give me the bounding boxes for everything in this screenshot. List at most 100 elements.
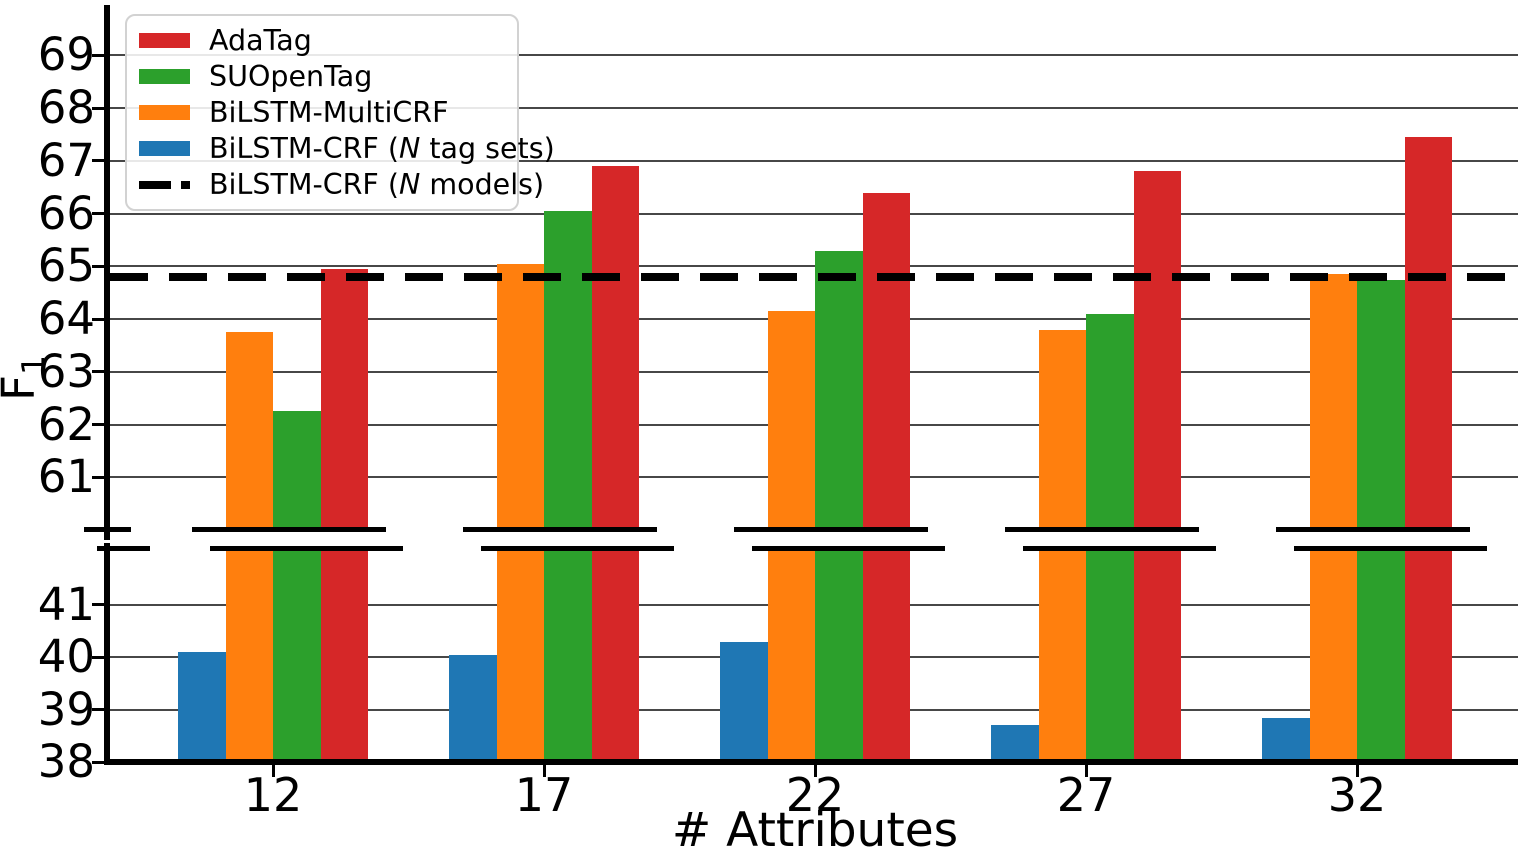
- axis-break-upper-27: [1005, 527, 1199, 532]
- y-tick-40: [92, 655, 107, 659]
- gridline-67: [110, 159, 1518, 162]
- bar-bottom-bilstm-crf-n-tag-sets--32: [1262, 717, 1310, 762]
- bar-top-bilstm-multicrf-22: [767, 311, 815, 530]
- legend-label-bilstm-multicrf: BiLSTM-MultiCRF: [209, 96, 449, 129]
- axis-break-lower-spine: [97, 546, 150, 551]
- bar-bottom-suopentag-27: [1086, 549, 1134, 762]
- bar-bottom-adatag-32: [1404, 549, 1452, 762]
- x-tick-label-17: 17: [514, 768, 574, 822]
- x-tick-label-12: 12: [243, 768, 303, 822]
- bar-top-adatag-17: [591, 166, 639, 530]
- bar-top-bilstm-multicrf-12: [225, 332, 273, 530]
- bar-bottom-bilstm-crf-n-tag-sets--22: [720, 641, 768, 762]
- bar-bottom-suopentag-32: [1357, 549, 1405, 762]
- legend-label-bilstm-crf-tagsets: BiLSTM-CRF (: [209, 132, 399, 166]
- y-tick-68: [92, 106, 107, 110]
- y-axis-spine-bottom: [104, 543, 110, 765]
- axis-break-upper-32: [1276, 527, 1470, 532]
- x-axis-label: # Attributes: [671, 803, 959, 854]
- x-tick-label-27: 27: [1056, 768, 1116, 822]
- gridline-66: [110, 212, 1518, 215]
- bar-top-suopentag-27: [1086, 313, 1134, 530]
- x-tick-label-32: 32: [1327, 768, 1387, 822]
- bilstm-crf-models-dash-swatch: [139, 180, 190, 189]
- bar-bottom-bilstm-multicrf-22: [767, 549, 815, 762]
- gridline-65: [110, 265, 1518, 268]
- bar-top-suopentag-22: [815, 250, 863, 530]
- bar-bottom-bilstm-crf-n-tag-sets--17: [449, 654, 497, 762]
- bar-bottom-adatag-12: [320, 549, 368, 762]
- y-tick-38: [92, 760, 107, 764]
- axis-break-upper-22: [734, 527, 928, 532]
- y-tick-label-68: 68: [37, 81, 95, 135]
- x-tick-17: [542, 765, 546, 777]
- bar-bottom-adatag-27: [1133, 549, 1181, 762]
- x-tick-12: [271, 765, 275, 777]
- y-tick-label-39: 39: [37, 682, 95, 736]
- axis-break-upper-12: [192, 527, 386, 532]
- y-tick-67: [92, 159, 107, 163]
- legend-item-bilstm-crf-models: BiLSTM-CRF (N models): [139, 167, 544, 203]
- bar-bottom-suopentag-22: [815, 549, 863, 762]
- x-tick-32: [1355, 765, 1359, 777]
- y-tick-label-61: 61: [37, 450, 95, 504]
- gridline-69: [110, 54, 1518, 57]
- legend-label-adatag: AdaTag: [209, 23, 312, 57]
- y-tick-label-41: 41: [37, 577, 95, 631]
- bar-bottom-bilstm-multicrf-32: [1309, 549, 1357, 762]
- x-tick-label-22: 22: [785, 768, 845, 822]
- y-tick-66: [92, 212, 107, 216]
- legend-item-adatag: AdaTag: [139, 22, 517, 58]
- axis-break-lower-22: [752, 546, 945, 551]
- x-tick-27: [1084, 765, 1088, 777]
- adatag-color-swatch: [139, 32, 190, 48]
- bar-top-bilstm-multicrf-27: [1038, 329, 1086, 530]
- axis-break-lower-27: [1023, 546, 1216, 551]
- bar-top-bilstm-multicrf-32: [1309, 274, 1357, 530]
- bar-top-adatag-12: [320, 269, 368, 530]
- bar-bottom-bilstm-crf-n-tag-sets--27: [991, 725, 1039, 762]
- legend-item-suopentag: SUOpenTag: [139, 58, 517, 94]
- y-tick-61: [92, 475, 107, 479]
- bilstm-multicrf-color-swatch: [139, 105, 190, 120]
- y-tick-41: [92, 603, 107, 607]
- legend-item-bilstm-multicrf: BiLSTM-MultiCRF: [139, 94, 517, 130]
- y-axis-spine-top: [104, 5, 110, 540]
- bar-bottom-adatag-22: [862, 549, 910, 762]
- bar-top-suopentag-17: [544, 211, 592, 530]
- y-tick-label-67: 67: [37, 133, 95, 187]
- y-tick-65: [92, 264, 107, 268]
- bar-top-bilstm-multicrf-17: [496, 263, 544, 530]
- bar-top-suopentag-32: [1357, 279, 1405, 530]
- y-tick-64: [92, 317, 107, 321]
- y-tick-69: [92, 53, 107, 57]
- y-tick-label-40: 40: [37, 630, 95, 684]
- legend-label-bilstm-crf-models: BiLSTM-CRF (: [209, 168, 399, 202]
- axis-break-upper-17: [463, 527, 657, 532]
- bar-top-adatag-32: [1404, 137, 1452, 530]
- bar-bottom-suopentag-17: [544, 549, 592, 762]
- bar-bottom-bilstm-crf-n-tag-sets--12: [178, 652, 226, 762]
- bar-bottom-suopentag-12: [273, 549, 321, 762]
- y-tick-label-64: 64: [37, 292, 95, 346]
- y-tick-39: [92, 708, 107, 712]
- bar-bottom-bilstm-multicrf-17: [496, 549, 544, 762]
- bar-top-adatag-27: [1133, 171, 1181, 530]
- y-tick-label-66: 66: [37, 186, 95, 240]
- bar-bottom-adatag-17: [591, 549, 639, 762]
- y-tick-63: [92, 370, 107, 374]
- bar-top-adatag-22: [862, 192, 910, 530]
- bar-top-suopentag-12: [273, 411, 321, 530]
- suopentag-color-swatch: [139, 68, 190, 84]
- y-tick-label-69: 69: [37, 28, 95, 82]
- axis-break-lower-17: [481, 546, 674, 551]
- y-tick-label-63: 63: [37, 344, 95, 398]
- bar-bottom-bilstm-multicrf-12: [225, 549, 273, 762]
- x-tick-22: [813, 765, 817, 777]
- legend-label-suopentag: SUOpenTag: [209, 59, 373, 93]
- bilstm-crf-tagsets-color-swatch: [139, 141, 190, 157]
- baseline-dashed-line: [110, 272, 1518, 281]
- axis-break-lower-32: [1294, 546, 1487, 551]
- x-axis-spine: [104, 759, 1518, 765]
